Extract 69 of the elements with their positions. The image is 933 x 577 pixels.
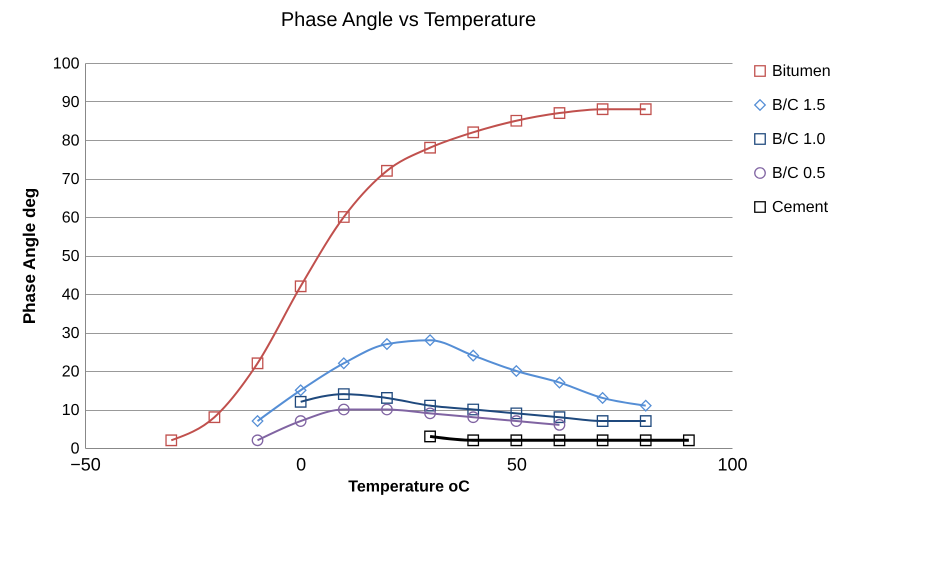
legend-label: Cement bbox=[772, 199, 829, 216]
point bbox=[338, 357, 350, 370]
point bbox=[338, 211, 350, 223]
point bbox=[252, 434, 264, 446]
point bbox=[424, 400, 436, 412]
x-tick-label: 0 bbox=[296, 454, 306, 474]
point bbox=[554, 434, 566, 446]
point bbox=[294, 280, 307, 292]
point bbox=[294, 415, 307, 427]
y-tick-label: 20 bbox=[62, 364, 80, 380]
point bbox=[596, 415, 608, 427]
point bbox=[640, 434, 652, 446]
y-tick-label: 100 bbox=[52, 56, 80, 72]
point bbox=[381, 338, 393, 350]
point bbox=[424, 430, 436, 442]
point bbox=[294, 396, 307, 408]
y-tick-label: 50 bbox=[62, 248, 80, 265]
point bbox=[294, 384, 307, 396]
point bbox=[467, 411, 480, 424]
x-axis-title: Temperature oC bbox=[348, 478, 470, 496]
point bbox=[424, 334, 436, 346]
x-tick-label: 50 bbox=[506, 454, 527, 474]
point bbox=[510, 407, 522, 420]
point bbox=[510, 415, 522, 427]
point bbox=[596, 392, 608, 404]
y-tick-label: 80 bbox=[62, 132, 80, 150]
point bbox=[554, 419, 566, 431]
point bbox=[467, 126, 480, 138]
point bbox=[381, 164, 393, 177]
point bbox=[424, 407, 436, 420]
point bbox=[208, 411, 220, 424]
point bbox=[165, 434, 178, 446]
point bbox=[640, 415, 652, 427]
x-tick-label: −50 bbox=[70, 454, 101, 474]
point bbox=[424, 142, 436, 154]
point bbox=[467, 350, 480, 362]
point bbox=[381, 392, 393, 404]
legend-label: Bitumen bbox=[772, 63, 831, 80]
point bbox=[510, 365, 522, 377]
point bbox=[640, 400, 652, 412]
chart-title: Phase Angle vs Temperature bbox=[280, 9, 536, 31]
y-tick-label: 40 bbox=[62, 286, 80, 304]
x-tick-label: 100 bbox=[717, 454, 748, 474]
y-tick-label: 60 bbox=[62, 210, 80, 226]
point bbox=[682, 434, 695, 446]
legend-label: B/C 1.0 bbox=[772, 131, 826, 148]
point bbox=[554, 376, 566, 388]
point bbox=[467, 404, 480, 416]
y-tick-label: 30 bbox=[62, 325, 80, 342]
point bbox=[467, 434, 480, 446]
y-axis-title: Phase Angle deg bbox=[20, 188, 39, 324]
point bbox=[554, 107, 566, 119]
y-tick-label: 90 bbox=[62, 94, 80, 111]
point bbox=[510, 434, 522, 446]
point bbox=[381, 404, 393, 416]
point bbox=[596, 434, 608, 446]
legend-label: B/C 0.5 bbox=[772, 165, 826, 182]
legend-label: B/C 1.5 bbox=[772, 97, 826, 114]
y-tick-label: 0 bbox=[70, 440, 80, 458]
point bbox=[252, 357, 264, 370]
point bbox=[596, 103, 608, 116]
point bbox=[640, 103, 652, 116]
point bbox=[252, 415, 264, 427]
y-tick-label: 70 bbox=[62, 171, 80, 188]
point bbox=[554, 411, 566, 424]
point bbox=[338, 404, 350, 416]
point bbox=[338, 388, 350, 400]
y-tick-label: 10 bbox=[62, 402, 80, 419]
point bbox=[510, 114, 522, 127]
